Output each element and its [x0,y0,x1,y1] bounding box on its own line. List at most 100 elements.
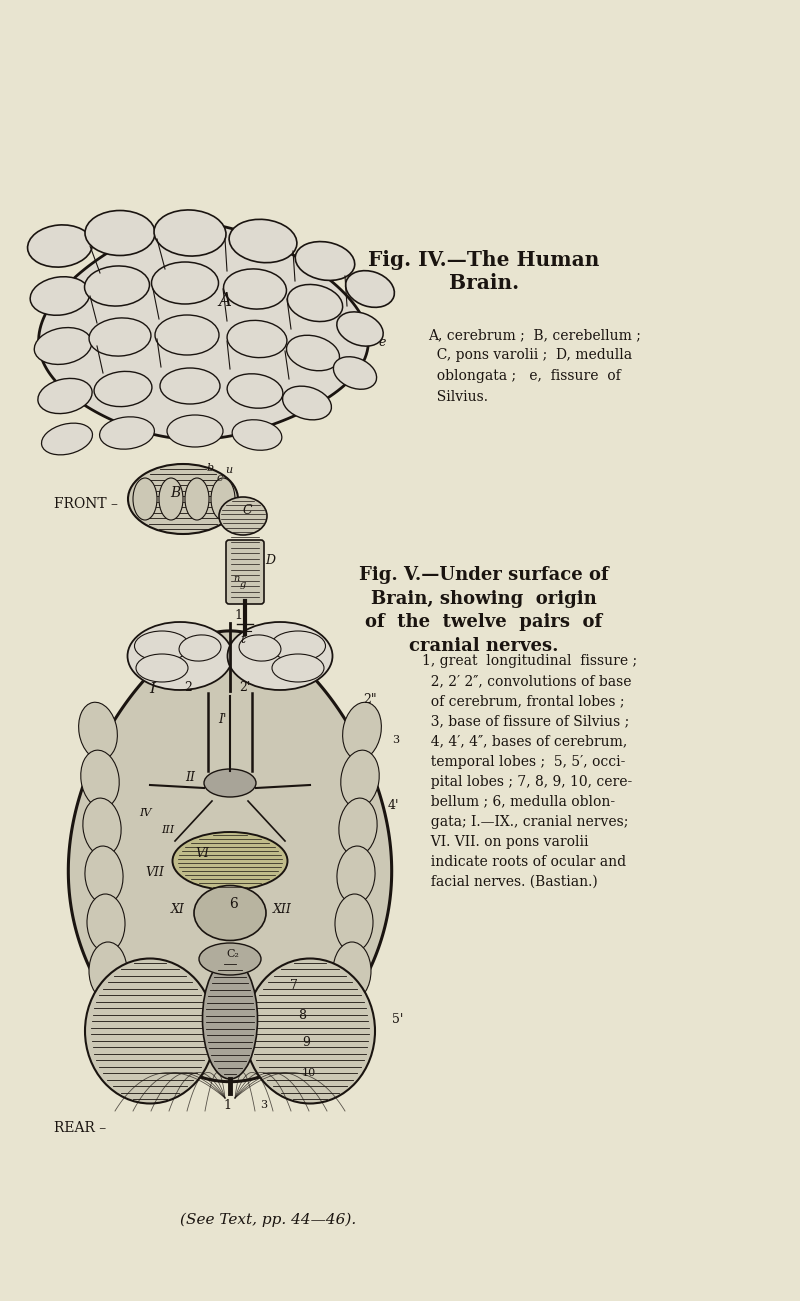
Text: I': I' [218,713,226,726]
Ellipse shape [287,285,342,321]
Ellipse shape [81,751,119,808]
Text: 9: 9 [302,1036,310,1049]
Ellipse shape [151,262,218,304]
Ellipse shape [232,420,282,450]
Ellipse shape [173,833,287,890]
Ellipse shape [272,654,324,682]
Ellipse shape [99,416,154,449]
Text: XII: XII [273,903,291,916]
Ellipse shape [339,798,377,856]
Ellipse shape [27,225,93,267]
Ellipse shape [91,990,129,1049]
Ellipse shape [89,317,151,356]
Ellipse shape [136,654,188,682]
Text: (See Text, pp. 44—46).: (See Text, pp. 44—46). [180,1213,356,1227]
Ellipse shape [85,211,155,255]
Text: 2: 2 [184,680,192,693]
FancyBboxPatch shape [226,540,264,604]
Ellipse shape [194,886,266,941]
Text: 1: 1 [234,609,242,622]
Text: e: e [378,336,386,349]
Text: u: u [225,464,232,475]
Ellipse shape [155,315,219,355]
Ellipse shape [85,959,215,1103]
Text: 7: 7 [290,978,298,991]
Text: C₂: C₂ [226,948,239,959]
Text: II: II [185,771,195,785]
Ellipse shape [133,477,157,520]
Ellipse shape [85,265,150,306]
Ellipse shape [346,271,394,307]
Ellipse shape [337,846,375,904]
Ellipse shape [270,631,326,661]
Ellipse shape [160,368,220,405]
Text: 1: 1 [223,1099,231,1112]
Ellipse shape [159,477,183,520]
Text: t: t [241,634,246,647]
Ellipse shape [85,846,123,904]
Ellipse shape [87,894,125,952]
Ellipse shape [127,622,233,690]
Ellipse shape [128,464,238,533]
Text: 8: 8 [298,1010,306,1023]
Ellipse shape [219,497,267,535]
Text: n: n [233,574,239,583]
Text: b: b [207,463,214,474]
Ellipse shape [94,371,152,407]
Ellipse shape [185,477,209,520]
Text: c: c [217,474,223,483]
Ellipse shape [245,959,375,1103]
Ellipse shape [199,943,261,974]
Ellipse shape [239,635,281,661]
Ellipse shape [134,631,190,661]
Ellipse shape [334,356,377,389]
Text: B: B [170,487,180,500]
Text: 5': 5' [392,1013,403,1026]
Text: 3: 3 [392,735,399,745]
Text: IV: IV [139,808,151,818]
Ellipse shape [335,894,373,952]
Ellipse shape [227,622,333,690]
Polygon shape [38,224,368,440]
Text: XI: XI [171,903,185,916]
Ellipse shape [282,386,331,420]
Text: FRONT –: FRONT – [54,497,118,511]
Ellipse shape [30,277,90,315]
Ellipse shape [342,703,382,760]
Text: VI: VI [195,847,209,860]
Ellipse shape [89,942,127,1000]
Ellipse shape [223,269,286,310]
Ellipse shape [341,751,379,808]
Ellipse shape [34,328,92,364]
Text: A: A [218,291,231,310]
Ellipse shape [42,423,93,455]
Ellipse shape [83,798,121,856]
Text: 10: 10 [302,1068,316,1079]
Text: Fig. IV.—The Human
Brain.: Fig. IV.—The Human Brain. [368,250,600,293]
Text: 3: 3 [260,1101,267,1110]
Ellipse shape [286,336,339,371]
Polygon shape [68,631,392,1081]
Ellipse shape [295,242,354,281]
Ellipse shape [204,769,256,798]
Ellipse shape [229,220,297,263]
Text: g: g [240,580,246,589]
Text: 1, great  longitudinal  fissure ;
  2, 2′ 2″, convolutions of base
  of cerebrum: 1, great longitudinal fissure ; 2, 2′ 2″… [422,654,638,889]
Ellipse shape [179,635,221,661]
Text: A, cerebrum ;  B, cerebellum ;
  C, pons varolii ;  D, medulla
  oblongata ;   e: A, cerebrum ; B, cerebellum ; C, pons va… [428,328,641,403]
Ellipse shape [154,209,226,256]
Text: 2": 2" [363,693,377,706]
Text: Fig. V.—Under surface of
Brain, showing  origin
of  the  twelve  pairs  of
crani: Fig. V.—Under surface of Brain, showing … [359,566,609,654]
Text: III: III [162,825,174,835]
Ellipse shape [202,959,258,1079]
Ellipse shape [167,415,223,448]
Text: 6: 6 [229,896,238,911]
Text: VII: VII [146,866,165,879]
Ellipse shape [331,990,369,1049]
Ellipse shape [227,373,283,409]
Text: C: C [242,503,252,516]
Text: REAR –: REAR – [54,1121,106,1136]
Ellipse shape [38,379,92,414]
Ellipse shape [337,312,383,346]
Ellipse shape [227,320,287,358]
